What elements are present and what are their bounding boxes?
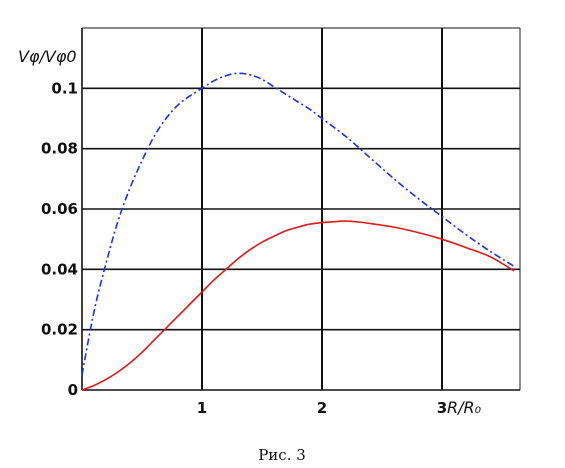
x-tick-label: 3	[437, 399, 447, 417]
y-tick-label: 0	[68, 381, 78, 399]
y-tick-label: 0.06	[41, 200, 78, 218]
y-axis-label: Vφ/Vφ0	[18, 47, 77, 66]
figure-caption: Рис. 3	[258, 446, 306, 464]
series-line-dashdot	[81, 72, 515, 376]
y-tick-label: 0.02	[41, 321, 78, 339]
y-tick-label: 0.1	[51, 79, 78, 97]
x-tick-label: 2	[317, 399, 327, 417]
x-axis-label: R/R₀	[447, 398, 482, 417]
y-tick-label: 0.04	[41, 260, 78, 278]
plot-area: 0 0.02 0.04 0.06 0.08 0.1 1 2 3	[41, 27, 521, 417]
series-line-solid	[81, 220, 515, 391]
x-tick-label: 1	[197, 399, 207, 417]
y-tick-label: 0.08	[41, 140, 78, 158]
